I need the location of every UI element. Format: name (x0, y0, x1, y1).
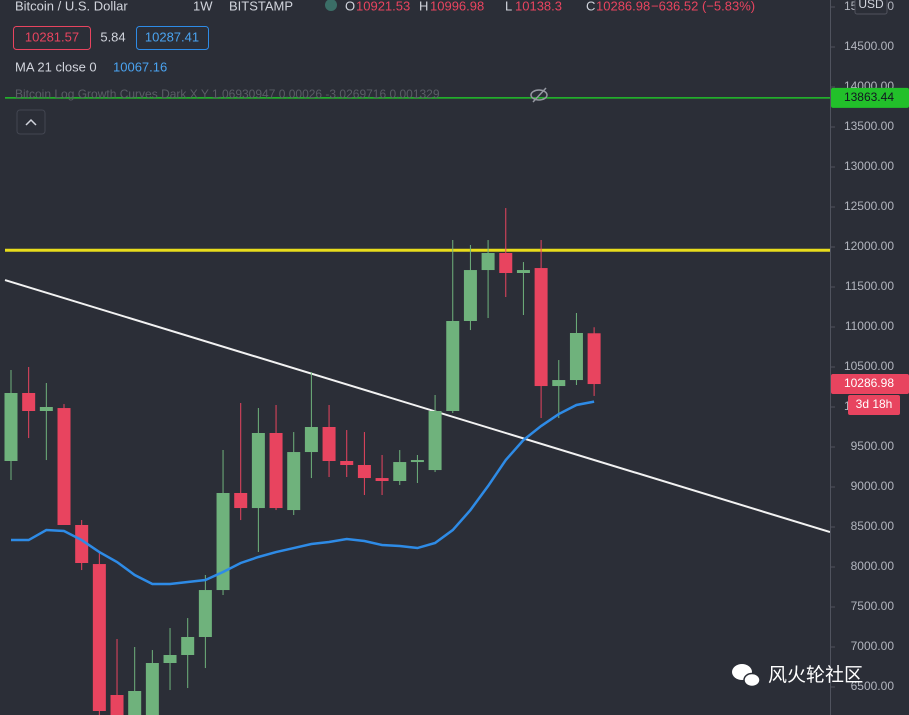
y-tick-label: 6500.00 (851, 679, 895, 693)
bid-value: 10281.57 (25, 29, 79, 44)
last-price-tag-box (831, 374, 909, 395)
unit-box (854, 0, 888, 15)
candle-body (163, 655, 177, 663)
low-label: L (505, 0, 512, 13)
change: −636.52 (−5.83%) (651, 0, 755, 13)
candle-body (287, 452, 301, 511)
y-tick-label: 14500.00 (844, 39, 894, 53)
bid-box (13, 26, 91, 50)
level-tag: 13863.44 (844, 90, 894, 104)
candle-body (375, 478, 389, 481)
candle-body (322, 427, 336, 461)
candle-body (269, 433, 283, 509)
y-tick-label: 8000.00 (851, 559, 895, 573)
candle-body (234, 493, 248, 509)
candle-body (587, 333, 601, 385)
watermark: 风火轮社区 (732, 664, 863, 688)
overlay: Bitcoin / U.S. Dollar 1W BITSTAMP O 1092… (13, 0, 863, 688)
candle-body (304, 427, 318, 453)
y-tick-label: 7000.00 (851, 639, 895, 653)
candle-body (92, 564, 106, 711)
open-label: O (345, 0, 355, 13)
candle-body (340, 461, 354, 465)
plot-area (4, 97, 830, 715)
candle-body (446, 321, 460, 411)
candle-body (569, 333, 583, 381)
last-price-tag: 10286.98 (844, 376, 894, 390)
candle-body (22, 393, 36, 411)
candle-body (57, 408, 71, 525)
collapse-button[interactable] (16, 109, 46, 135)
y-tick-label: 10500.00 (844, 359, 894, 373)
y-tick-label: 7500.00 (851, 599, 895, 613)
hide-icon[interactable] (530, 87, 548, 103)
candle-body (128, 691, 142, 715)
close-value: 10286.98 (596, 0, 650, 13)
y-tick-label: 12500.00 (844, 199, 894, 213)
y-tick-label: 12000.00 (844, 239, 894, 253)
interval: 1W (193, 0, 213, 13)
candle-body (110, 695, 124, 715)
spread-value: 5.84 (100, 29, 125, 44)
low-value: 10138.3 (515, 0, 562, 13)
exchange: BITSTAMP (229, 0, 293, 13)
candle-body (75, 525, 89, 563)
candle-body (251, 433, 265, 509)
ask-box (136, 26, 209, 50)
open-value: 10921.53 (356, 0, 410, 13)
candle-body (552, 380, 566, 387)
candle-body (516, 270, 530, 273)
chart-title: Bitcoin / U.S. Dollar (15, 0, 128, 13)
level-tag-box (831, 87, 909, 108)
close-label: C (586, 0, 595, 13)
watermark-icon (743, 672, 761, 688)
candle-body (499, 253, 513, 273)
y-tick-label: 11500.00 (845, 279, 894, 293)
candle-body (181, 637, 195, 655)
y-tick-label: 13000.00 (844, 159, 894, 173)
candle-body (198, 590, 212, 637)
candle-body (39, 407, 53, 411)
candle-body (216, 493, 230, 591)
high-label: H (419, 0, 428, 13)
price-axis: 6500.00 7000.00 7500.00 8000.00 8500.00 9000.… (830, 0, 909, 693)
candle-body (4, 393, 18, 461)
candle-body (463, 270, 477, 321)
watermark-text: 风火轮社区 (768, 664, 863, 686)
y-tick-label: 11000.00 (845, 319, 894, 333)
countdown-box (848, 395, 900, 416)
y-tick-label: 13500.00 (844, 119, 894, 133)
y-tick-label: 9000.00 (851, 479, 895, 493)
indicator-text: Bitcoin Log Growth Curves Dark X Y 1.069… (15, 87, 440, 101)
high-value: 10996.98 (430, 0, 484, 13)
candle-body (145, 663, 159, 715)
candle-body (481, 253, 495, 271)
countdown: 3d 18h (856, 397, 893, 411)
candle-body (410, 460, 424, 463)
candle-body (357, 465, 371, 479)
status-dot (325, 0, 337, 11)
ma-label: MA 21 close 0 (15, 59, 97, 74)
unit-label: USD (858, 0, 884, 11)
y-tick-label: 8500.00 (851, 519, 895, 533)
candle-body (393, 462, 407, 481)
candle-body (428, 411, 442, 471)
candle-body (534, 268, 548, 387)
ma-value: 10067.16 (113, 59, 167, 74)
ma-line (11, 400, 595, 586)
trendline (4, 279, 830, 533)
y-tick-label: 9500.00 (851, 439, 895, 453)
ask-value: 10287.41 (145, 29, 199, 44)
